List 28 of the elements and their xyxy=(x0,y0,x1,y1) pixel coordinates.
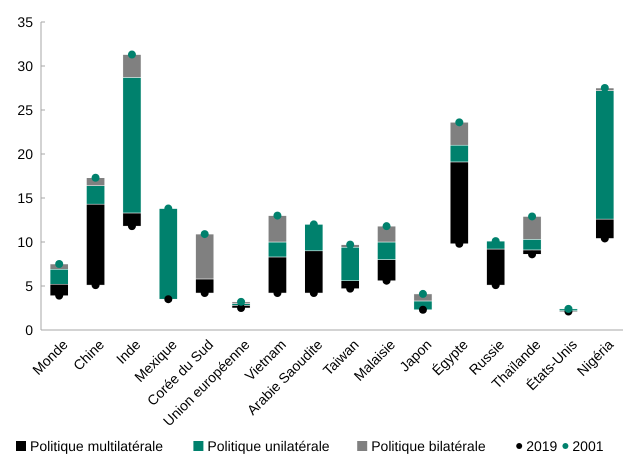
point xyxy=(128,50,136,59)
legend-label: Politique unilatérale xyxy=(207,438,330,454)
y-tick-label: 15 xyxy=(17,190,34,206)
y-tick-label: 35 xyxy=(17,14,34,30)
legend-label: 2019 xyxy=(526,438,558,454)
y-tick-label: 10 xyxy=(17,234,34,250)
point xyxy=(528,250,536,258)
point xyxy=(273,212,282,220)
point xyxy=(382,222,391,230)
legend-label: Politique multilatérale xyxy=(30,438,164,454)
legend-label: 2001 xyxy=(572,438,604,454)
point xyxy=(164,295,172,304)
point xyxy=(92,174,100,182)
point xyxy=(528,212,536,220)
y-tick-label: 25 xyxy=(17,102,34,118)
point xyxy=(237,298,246,306)
y-tick-label: 0 xyxy=(25,322,34,338)
point xyxy=(200,230,209,238)
y-tick-label: 30 xyxy=(17,58,34,74)
point xyxy=(418,290,427,298)
point xyxy=(455,118,464,126)
y-tick-label: 20 xyxy=(17,146,34,162)
point xyxy=(564,304,572,313)
point xyxy=(600,84,609,92)
y-tick-label: 5 xyxy=(25,278,34,294)
point xyxy=(55,260,64,268)
point xyxy=(346,240,354,249)
legend-label: Politique bilatérale xyxy=(371,438,486,454)
